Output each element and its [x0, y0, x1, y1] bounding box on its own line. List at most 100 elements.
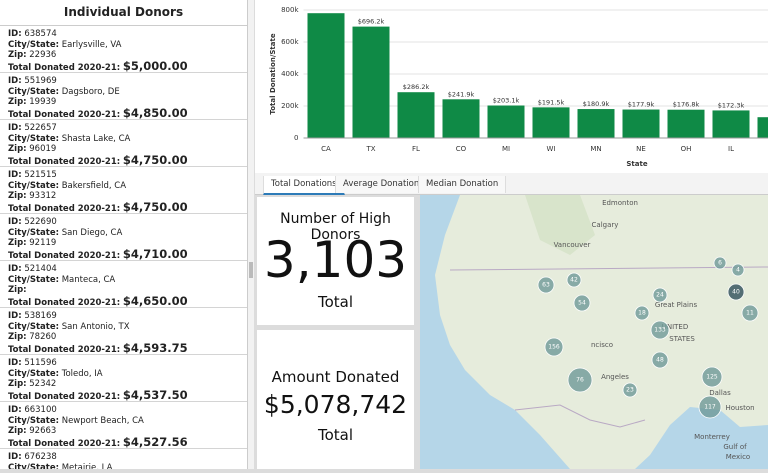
- donor-field: ID: 522690: [8, 217, 247, 228]
- donor-field: City/State: Dagsboro, DE: [8, 87, 247, 98]
- zip-value: 93312: [29, 191, 56, 201]
- id-label: ID:: [8, 264, 22, 274]
- cluster-count: 18: [638, 310, 646, 317]
- cluster-count: 24: [656, 292, 664, 299]
- zip-value: 92663: [29, 426, 56, 436]
- tab[interactable]: Median Donation: [418, 176, 506, 193]
- place-label: Mexico: [726, 453, 750, 461]
- donor-total: Total Donated 2020-21: $4,537.50: [8, 390, 247, 403]
- x-tick-label: IL: [728, 145, 734, 153]
- id-value: 538169: [24, 311, 56, 321]
- x-tick-label: NE: [636, 145, 646, 153]
- city_state-value: Bakersfield, CA: [62, 181, 126, 191]
- scroll-thumb[interactable]: [249, 262, 253, 278]
- donor-field: ID: 521515: [8, 170, 247, 181]
- total-label: Total Donated 2020-21:: [8, 345, 120, 355]
- indicator-title: Amount Donated: [257, 368, 414, 386]
- city_state-label: City/State:: [8, 369, 59, 379]
- zip-label: Zip:: [8, 238, 27, 248]
- y-tick-label: 200k: [281, 102, 299, 110]
- tab[interactable]: Average Donation: [335, 176, 427, 193]
- place-label: STATES: [669, 335, 695, 343]
- cluster-count: 156: [548, 344, 560, 351]
- city_state-value: San Diego, CA: [62, 228, 123, 238]
- tab[interactable]: Total Donations: [263, 176, 345, 195]
- cluster-count: 125: [706, 374, 718, 381]
- zip-value: 96019: [29, 144, 56, 154]
- id-label: ID:: [8, 358, 22, 368]
- donor-field: City/State: Shasta Lake, CA: [8, 134, 247, 145]
- donor-total: Total Donated 2020-21: $4,527.56: [8, 437, 247, 450]
- cluster-count: 76: [576, 377, 584, 384]
- scrollbar[interactable]: [248, 0, 254, 469]
- id-value: 521515: [24, 170, 56, 180]
- total-value: $4,750.00: [123, 200, 188, 214]
- city_state-value: Toledo, IA: [62, 369, 103, 379]
- donor-field: City/State: San Diego, CA: [8, 228, 247, 239]
- donor-field: ID: 551969: [8, 76, 247, 87]
- x-tick-label: MN: [590, 145, 601, 153]
- donor-field: City/State: Metairie, LA: [8, 463, 247, 470]
- bar: [398, 92, 435, 138]
- donor-field: City/State: Bakersfield, CA: [8, 181, 247, 192]
- bar: [308, 13, 345, 138]
- donor-field: City/State: Earlysville, VA: [8, 40, 247, 51]
- id-value: 663100: [24, 405, 56, 415]
- indicator-value: $5,078,742: [257, 390, 414, 419]
- bar: [353, 27, 390, 138]
- y-axis-label: Total Donation/State: [269, 33, 277, 114]
- place-label: Calgary: [592, 221, 619, 229]
- donor-total: Total Donated 2020-21: $5,000.00: [8, 61, 247, 74]
- cluster-count: 63: [542, 282, 550, 289]
- bar: [668, 110, 705, 138]
- city_state-value: Newport Beach, CA: [62, 416, 144, 426]
- id-value: 522657: [24, 123, 56, 133]
- place-label: Vancouver: [554, 241, 591, 249]
- city_state-label: City/State:: [8, 416, 59, 426]
- city_state-value: Dagsboro, DE: [62, 87, 120, 97]
- value-label: $191.5k: [538, 98, 565, 106]
- id-label: ID:: [8, 123, 22, 133]
- id-label: ID:: [8, 29, 22, 39]
- total-label: Total Donated 2020-21:: [8, 157, 120, 167]
- total-value: $4,527.56: [123, 435, 188, 449]
- city_state-label: City/State:: [8, 275, 59, 285]
- donor-total: Total Donated 2020-21: $4,850.00: [8, 108, 247, 121]
- y-tick-label: 0: [294, 134, 298, 142]
- bar: [443, 99, 480, 138]
- city_state-value: Shasta Lake, CA: [62, 134, 131, 144]
- id-value: 511596: [24, 358, 56, 368]
- id-label: ID:: [8, 76, 22, 86]
- place-label: Dallas: [709, 389, 731, 397]
- id-value: 522690: [24, 217, 56, 227]
- id-label: ID:: [8, 217, 22, 227]
- cluster-count: 54: [578, 300, 586, 307]
- donor-field: ID: 522657: [8, 123, 247, 134]
- zip-label: Zip:: [8, 426, 27, 436]
- cluster-count: 42: [570, 277, 578, 284]
- x-tick-label: TX: [365, 145, 375, 153]
- donor-field: ID: 511596: [8, 358, 247, 369]
- city_state-value: Manteca, CA: [62, 275, 116, 285]
- id-value: 676238: [24, 452, 56, 462]
- bar: [623, 110, 660, 138]
- total-value: $4,750.00: [123, 153, 188, 167]
- total-label: Total Donated 2020-21:: [8, 63, 120, 73]
- place-label: Gulf of: [723, 443, 747, 451]
